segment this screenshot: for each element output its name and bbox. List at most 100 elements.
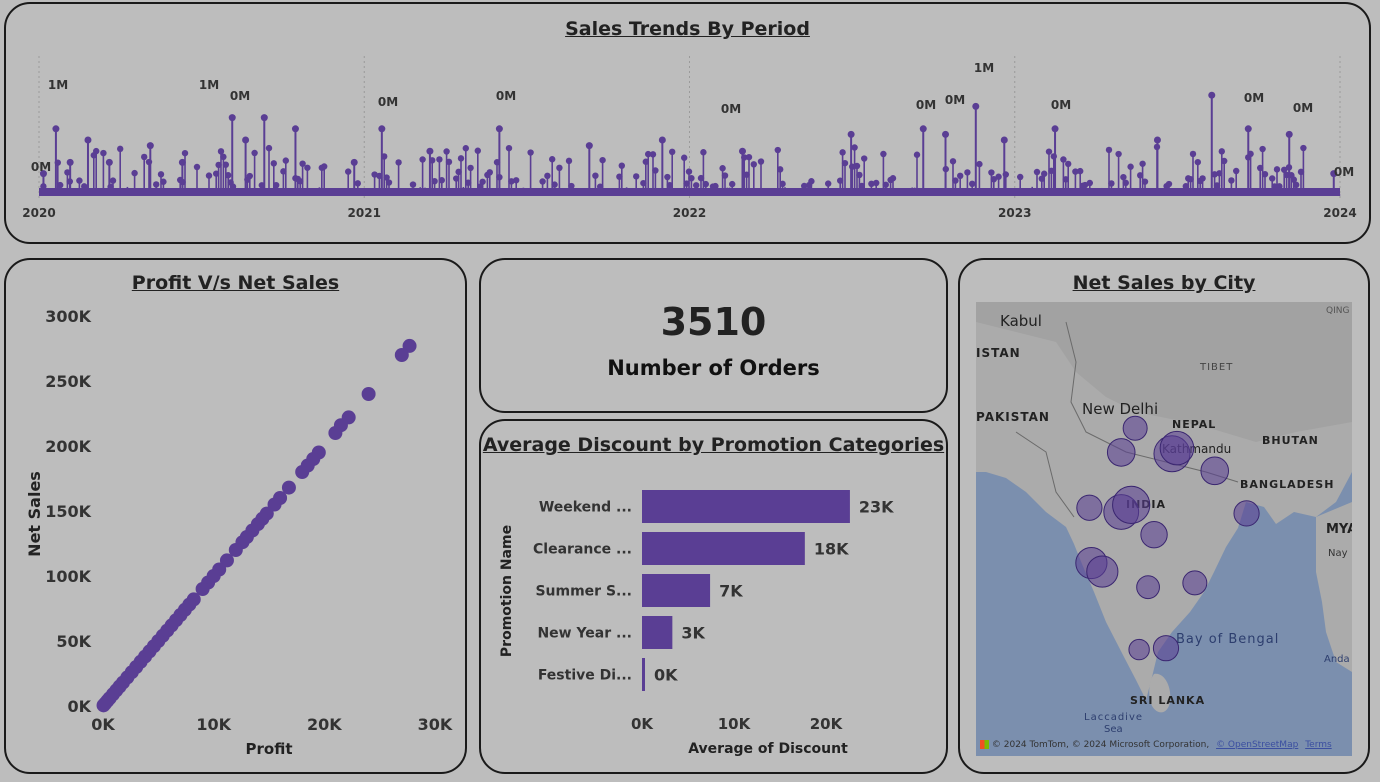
trend-peak-point[interactable] [1208,91,1216,99]
trend-point [618,162,625,169]
scatter-point[interactable] [195,582,210,596]
scatter-x-tick: 0K [91,715,115,734]
map-city-bubble[interactable] [1086,555,1119,588]
scatter-point[interactable] [361,387,376,401]
trend-point [457,155,465,162]
map-city-bubble[interactable] [1136,575,1160,600]
trend-peak-point[interactable] [426,147,434,155]
map-city-bubble[interactable] [1112,485,1151,524]
orders-kpi-card: 3510 Number of Orders [479,258,948,413]
trend-peak-point[interactable] [942,130,950,138]
map-city-bubble[interactable] [1159,430,1195,466]
trend-point [217,148,225,155]
trend-peak-point[interactable] [1153,136,1161,144]
trend-peak-point[interactable] [146,142,154,150]
trend-peak-point[interactable] [919,125,927,133]
discount-bar[interactable] [642,616,673,649]
scatter-title: Profit V/s Net Sales [131,272,340,294]
trend-peak-point[interactable] [847,130,855,138]
map-city-bubble[interactable] [1106,438,1136,467]
scatter-point[interactable] [228,543,243,557]
trend-point [1115,150,1122,158]
profit-vs-sales-chart: 0K 50K 100K 150K 200K 250K 300K 0K 10K 20K 30K Ne… [25,307,453,758]
trend-point [81,183,88,190]
trend-point [64,169,71,176]
map-osm-link[interactable]: © OpenStreetMap [1216,740,1299,750]
trend-point [462,145,469,152]
map-terms-link[interactable]: Terms [1305,740,1332,750]
trend-peak-point[interactable] [1330,170,1338,178]
trend-point [592,172,599,179]
trend-peak-point[interactable] [242,136,250,144]
trend-peak-point[interactable] [39,170,47,178]
city-map[interactable]: Kabul ISTAN TIBET QING PAKISTAN New Delh… [976,302,1352,756]
map-city-bubble[interactable] [1122,415,1148,441]
trend-peak-point[interactable] [350,158,358,166]
scatter-y-tick: 100K [45,567,91,586]
trend-x-tick: 2020 [22,206,55,220]
discount-bar[interactable] [642,532,805,565]
trend-peak-point[interactable] [658,136,666,144]
scatter-point[interactable] [281,480,296,495]
trend-peak-point[interactable] [178,158,186,166]
scatter-point[interactable] [267,497,282,512]
trend-point [1269,175,1276,182]
trend-point [664,173,671,181]
map-city-bubble[interactable] [1128,638,1150,661]
scatter-point[interactable] [394,348,409,362]
trend-point [750,161,757,168]
trend-peak-point[interactable] [1285,130,1293,138]
sales-trend-panel: Sales Trends By Period 1M 1M 0M 0M 0M 0M 0M 0M 1… [4,2,1371,244]
trend-point [1077,167,1084,175]
scatter-point[interactable] [295,465,310,479]
scatter-point[interactable] [96,698,111,713]
trend-point [419,156,426,163]
map-city-bubble[interactable] [1200,456,1230,486]
discount-category-label: Festive Di... [538,668,632,684]
trend-peak-point[interactable] [1051,125,1059,133]
trend-point [321,163,328,170]
trend-peak-point[interactable] [1244,125,1252,133]
trend-peak-point[interactable] [585,142,593,150]
trend-peak-point[interactable] [495,125,503,133]
discount-bar[interactable] [642,574,711,607]
scatter-point[interactable] [402,338,417,353]
trend-peak-point[interactable] [1000,136,1008,144]
map-city-bubble[interactable] [1182,570,1208,596]
trend-peak-point[interactable] [105,158,113,166]
trend-peak-point[interactable] [228,114,236,122]
trend-data-label: 0M [31,160,51,174]
orders-count-value: 3510 [660,300,767,344]
map-city-bubble[interactable] [1152,635,1180,662]
map-city-bubble[interactable] [1076,494,1103,521]
trend-point [508,178,515,185]
trend-peak-point[interactable] [738,147,746,155]
discount-bar[interactable] [642,658,645,691]
trend-peak-point[interactable] [84,136,92,144]
map-label-bay: Bay of Bengal [1176,632,1280,647]
trend-point [712,182,719,190]
map-city-bubble[interactable] [1140,520,1168,549]
trend-point [513,177,520,184]
trend-point [395,159,402,166]
scatter-point[interactable] [219,553,234,568]
trend-point [889,175,897,182]
trend-point [549,156,556,163]
trend-peak-point[interactable] [52,125,60,133]
discount-x-tick: 20K [810,715,844,733]
trend-peak-point[interactable] [972,102,980,110]
discount-x-tick: 0K [631,715,654,733]
trend-peak-point[interactable] [291,125,299,133]
scatter-point[interactable] [328,426,343,440]
discount-bar[interactable] [642,490,850,523]
trend-point [299,160,306,167]
trend-point [1211,171,1218,178]
trend-point [649,151,657,158]
discount-data-label: 0K [654,666,678,685]
trend-peak-point[interactable] [66,158,74,166]
scatter-x-tick: 30K [418,715,453,734]
trend-peak-point[interactable] [378,125,386,133]
trend-point [669,148,676,156]
trend-peak-point[interactable] [260,114,268,122]
map-city-bubble[interactable] [1233,500,1260,527]
